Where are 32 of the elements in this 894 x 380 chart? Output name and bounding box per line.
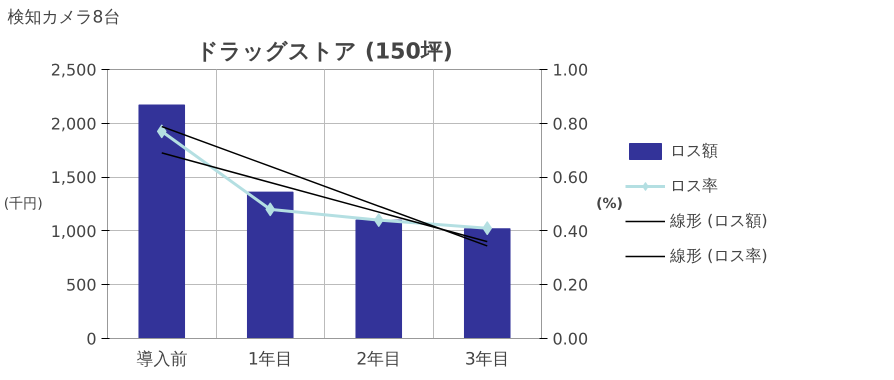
- y-tick-label: 0: [86, 330, 97, 348]
- y-tick-label: 1,000: [50, 222, 97, 241]
- y2-tick-label: 0.00: [552, 330, 588, 348]
- bar: [138, 104, 186, 338]
- y2-tick-label: 0.40: [552, 222, 588, 241]
- y-tick-label: 2,000: [50, 114, 97, 134]
- x-tick-label: 3年目: [464, 350, 510, 370]
- bar: [246, 192, 294, 338]
- bar: [355, 220, 402, 338]
- point: [482, 221, 492, 236]
- text: 検知カメラ8台: [8, 8, 120, 28]
- x-tick-label: 1年目: [248, 350, 293, 370]
- y2-tick-label: 0.60: [552, 168, 588, 188]
- y-tick-label: 500: [66, 276, 97, 295]
- legend-label: 線形 (ロス率): [670, 246, 768, 266]
- y2-axis-title: (%): [596, 196, 623, 212]
- chart-title: ドラッグストア (150坪): [196, 40, 453, 64]
- y2-tick-label: 0.80: [552, 114, 588, 134]
- y2-tick-label: 0.20: [552, 276, 588, 295]
- point: [265, 202, 276, 216]
- y-tick-label: 1,500: [50, 168, 97, 188]
- x-tick-label: 導入前: [136, 350, 188, 370]
- point: [374, 213, 384, 228]
- y2-tick-label: 1.00: [552, 60, 588, 80]
- y-axis-title: (千円): [4, 196, 43, 212]
- legend-label: ロス率: [670, 176, 718, 196]
- bar: [464, 228, 511, 338]
- y-tick-label: 2,500: [50, 60, 97, 80]
- legend-label: ロス額: [670, 140, 718, 162]
- x-tick-label: 2年目: [356, 350, 402, 370]
- legend-label: 線形 (ロス額): [670, 210, 768, 232]
- point: [156, 124, 167, 138]
